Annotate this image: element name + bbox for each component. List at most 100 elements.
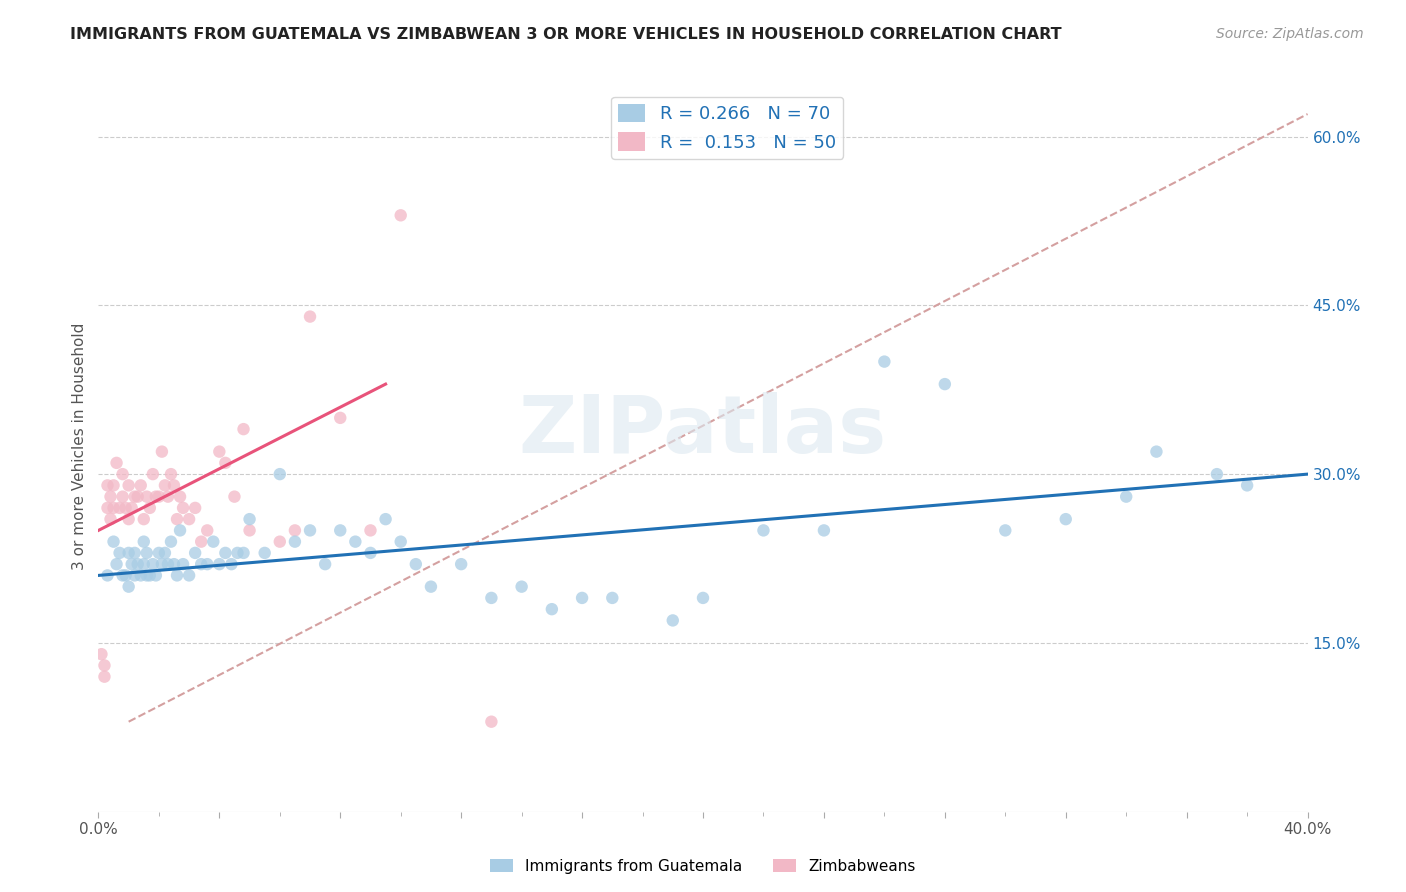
Point <box>96 478 118 492</box>
Point <box>360 524 382 538</box>
Point <box>208 444 231 458</box>
Point <box>108 500 131 515</box>
Point <box>132 534 155 549</box>
Point <box>111 568 134 582</box>
Point <box>1115 490 1137 504</box>
Point <box>389 534 412 549</box>
Text: Source: ZipAtlas.com: Source: ZipAtlas.com <box>1216 27 1364 41</box>
Point <box>1144 444 1167 458</box>
Point <box>214 456 236 470</box>
Point <box>813 524 835 538</box>
Point <box>481 591 503 605</box>
Point <box>132 512 155 526</box>
Point <box>752 524 775 538</box>
Point <box>124 490 146 504</box>
Point <box>121 500 143 515</box>
Point <box>329 524 352 538</box>
Point <box>148 546 170 560</box>
Point <box>93 670 115 684</box>
Point <box>172 557 194 571</box>
Point <box>118 546 141 560</box>
Point <box>153 478 176 492</box>
Point <box>299 524 322 538</box>
Point <box>153 546 176 560</box>
Point <box>184 500 207 515</box>
Point <box>179 568 201 582</box>
Point <box>111 490 134 504</box>
Point <box>172 500 194 515</box>
Point <box>150 444 173 458</box>
Text: ZIPatlas: ZIPatlas <box>519 392 887 470</box>
Point <box>195 557 218 571</box>
Point <box>239 512 262 526</box>
Point <box>374 512 396 526</box>
Point <box>142 557 165 571</box>
Point <box>344 534 367 549</box>
Point <box>202 534 225 549</box>
Point <box>221 557 243 571</box>
Point <box>150 557 173 571</box>
Point <box>156 490 179 504</box>
Point <box>284 524 307 538</box>
Point <box>124 568 146 582</box>
Point <box>602 591 624 605</box>
Point <box>169 490 191 504</box>
Point <box>111 467 134 482</box>
Point <box>269 467 291 482</box>
Point <box>148 490 170 504</box>
Text: IMMIGRANTS FROM GUATEMALA VS ZIMBABWEAN 3 OR MORE VEHICLES IN HOUSEHOLD CORRELAT: IMMIGRANTS FROM GUATEMALA VS ZIMBABWEAN … <box>70 27 1062 42</box>
Point <box>169 524 191 538</box>
Point <box>135 490 157 504</box>
Point <box>510 580 533 594</box>
Point <box>129 478 152 492</box>
Point <box>214 546 236 560</box>
Point <box>100 490 122 504</box>
Point <box>232 422 254 436</box>
Point <box>299 310 322 324</box>
Point <box>166 568 188 582</box>
Point <box>132 557 155 571</box>
Point <box>1236 478 1258 492</box>
Point <box>90 647 112 661</box>
Point <box>160 534 183 549</box>
Point <box>314 557 336 571</box>
Point <box>135 546 157 560</box>
Point <box>450 557 472 571</box>
Point <box>93 658 115 673</box>
Point <box>253 546 276 560</box>
Point <box>145 568 167 582</box>
Point <box>208 557 231 571</box>
Point <box>692 591 714 605</box>
Point <box>994 524 1017 538</box>
Point <box>184 546 207 560</box>
Legend: Immigrants from Guatemala, Zimbabweans: Immigrants from Guatemala, Zimbabweans <box>484 853 922 880</box>
Point <box>420 580 443 594</box>
Point <box>118 478 141 492</box>
Point <box>105 456 128 470</box>
Point <box>360 546 382 560</box>
Point <box>105 557 128 571</box>
Point <box>121 557 143 571</box>
Point <box>661 614 683 628</box>
Point <box>571 591 593 605</box>
Point <box>190 557 212 571</box>
Y-axis label: 3 or more Vehicles in Household: 3 or more Vehicles in Household <box>72 322 87 570</box>
Point <box>142 467 165 482</box>
Point <box>481 714 503 729</box>
Point <box>540 602 562 616</box>
Point <box>100 512 122 526</box>
Point <box>129 568 152 582</box>
Point <box>135 568 157 582</box>
Point <box>163 478 186 492</box>
Point <box>195 524 218 538</box>
Point <box>145 490 167 504</box>
Point <box>103 478 125 492</box>
Point <box>329 410 352 425</box>
Point <box>118 512 141 526</box>
Point <box>96 568 118 582</box>
Point <box>179 512 201 526</box>
Point <box>124 546 146 560</box>
Point <box>190 534 212 549</box>
Point <box>934 377 956 392</box>
Point <box>226 546 249 560</box>
